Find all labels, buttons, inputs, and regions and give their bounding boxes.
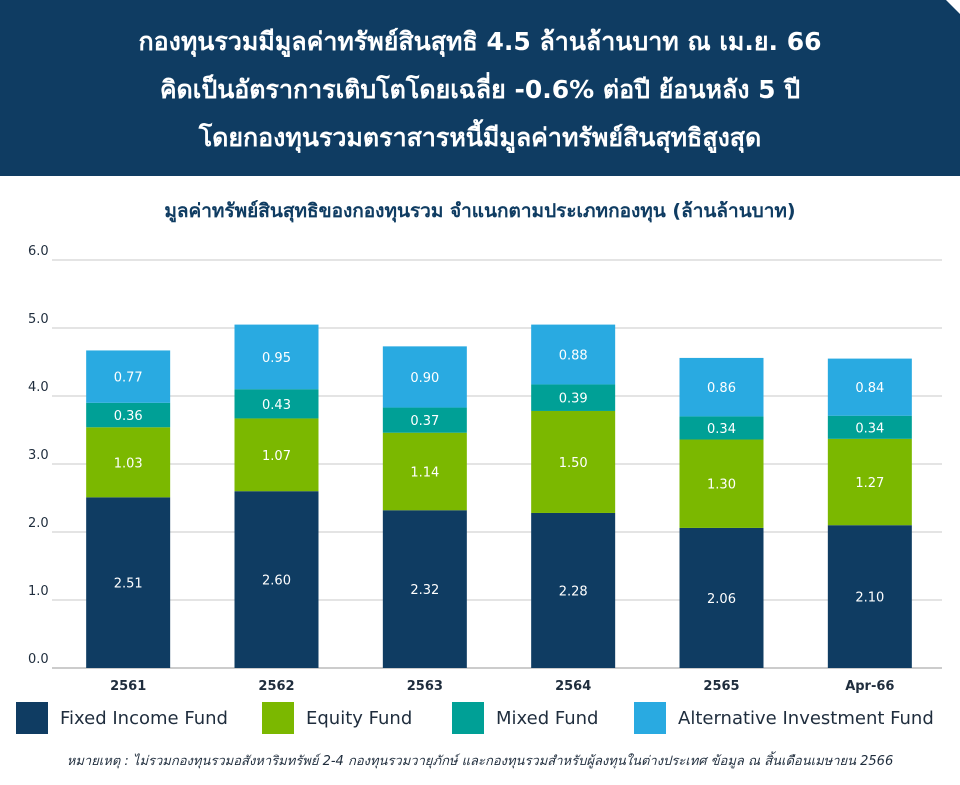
x-tick-label: 2565 <box>703 679 739 694</box>
bar-segment <box>531 512 616 668</box>
data-label: 2.60 <box>262 574 291 589</box>
bar-segment <box>827 358 912 416</box>
bar-segment <box>679 439 764 528</box>
legend-item-alternative: Alternative Investment Fund <box>634 702 934 734</box>
data-label: 0.95 <box>262 351 291 366</box>
data-label: 0.77 <box>114 371 143 386</box>
bar-segment <box>531 324 616 385</box>
data-label: 1.14 <box>410 465 439 480</box>
data-label: 0.86 <box>707 381 736 396</box>
x-tick-label: 2563 <box>407 679 443 694</box>
legend-swatch-mixed <box>452 702 484 734</box>
bar-segment <box>679 357 764 417</box>
bar-segment <box>531 410 616 513</box>
data-label: 2.28 <box>559 584 588 599</box>
legend-label-mixed: Mixed Fund <box>496 707 599 729</box>
y-tick-label: 1.0 <box>28 584 49 599</box>
bar-segment <box>827 438 912 526</box>
data-label: 0.34 <box>707 422 736 437</box>
headline-line-2: คิดเป็นอัตราการเติบโตโดยเฉลี่ย -0.6% ต่อ… <box>159 75 801 104</box>
bar-segment <box>827 525 912 668</box>
x-tick-label: Apr-66 <box>845 679 894 694</box>
y-tick-label: 5.0 <box>28 312 49 327</box>
bar-segment <box>86 402 171 428</box>
header-banner: กองทุนรวมมีมูลค่าทรัพย์สินสุทธิ 4.5 ล้าน… <box>0 0 960 176</box>
bar-segment <box>234 491 319 668</box>
legend: Fixed Income Fund Equity Fund Mixed Fund… <box>0 702 960 738</box>
legend-swatch-equity <box>262 702 294 734</box>
bar-segment <box>827 415 912 439</box>
x-tick-label: 2561 <box>110 679 146 694</box>
bar-segment <box>86 350 171 403</box>
data-label: 1.30 <box>707 478 736 493</box>
legend-item-equity: Equity Fund <box>262 702 412 734</box>
legend-swatch-fixed-income <box>16 702 48 734</box>
data-label: 2.10 <box>855 591 884 606</box>
legend-label-fixed-income: Fixed Income Fund <box>60 707 228 729</box>
bar-segment <box>86 427 171 498</box>
y-tick-label: 3.0 <box>28 448 49 463</box>
bar-segment <box>86 497 171 668</box>
bar-segment <box>382 346 467 408</box>
legend-item-fixed-income: Fixed Income Fund <box>16 702 228 734</box>
data-label: 0.36 <box>114 409 143 424</box>
data-label: 2.51 <box>114 577 143 592</box>
bar-segment <box>679 416 764 440</box>
data-label: 2.06 <box>707 592 736 607</box>
bar-segment <box>531 384 616 411</box>
header-corner-fold <box>946 0 960 14</box>
bar-segment <box>234 324 319 390</box>
data-label: 0.43 <box>262 398 291 413</box>
data-label: 0.37 <box>410 414 439 429</box>
data-label: 1.27 <box>855 476 884 491</box>
data-label: 2.32 <box>410 583 439 598</box>
bar-segment <box>382 510 467 668</box>
chart-title: มูลค่าทรัพย์สินสุทธิของกองทุนรวม จำแนกตา… <box>164 200 796 222</box>
x-tick-label: 2564 <box>555 679 591 694</box>
y-tick-label: 6.0 <box>28 244 49 259</box>
legend-label-alternative: Alternative Investment Fund <box>678 707 934 729</box>
y-tick-label: 0.0 <box>28 652 49 667</box>
legend-swatch-alternative <box>634 702 666 734</box>
data-label: 1.03 <box>114 456 143 471</box>
data-label: 0.39 <box>559 392 588 407</box>
footnote: หมายเหตุ : ไม่รวมกองทุนรวมอสังหาริมทรัพย… <box>66 754 894 769</box>
data-label: 0.90 <box>410 371 439 386</box>
data-label: 0.34 <box>855 421 884 436</box>
headline-line-1: กองทุนรวมมีมูลค่าทรัพย์สินสุทธิ 4.5 ล้าน… <box>138 27 822 56</box>
headline-line-3: โดยกองทุนรวมตราสารหนี้มีมูลค่าทรัพย์สินส… <box>198 123 762 152</box>
bar-segment <box>234 418 319 492</box>
bar-segment <box>382 432 467 511</box>
data-label: 1.50 <box>559 456 588 471</box>
legend-item-mixed: Mixed Fund <box>452 702 598 734</box>
y-tick-label: 4.0 <box>28 380 49 395</box>
x-tick-label: 2562 <box>258 679 294 694</box>
stacked-bar-chart: 0.0 1.0 2.0 3.0 4.0 5.0 6.0 2.51 1.03 0.36 0.77 256… <box>28 244 942 694</box>
bar-segment <box>679 527 764 668</box>
data-label: 0.84 <box>855 381 884 396</box>
data-label: 1.07 <box>262 449 291 464</box>
y-tick-label: 2.0 <box>28 516 49 531</box>
data-label: 0.88 <box>559 349 588 364</box>
legend-label-equity: Equity Fund <box>306 707 413 729</box>
bar-segment <box>382 407 467 433</box>
bar-segment <box>234 389 319 419</box>
